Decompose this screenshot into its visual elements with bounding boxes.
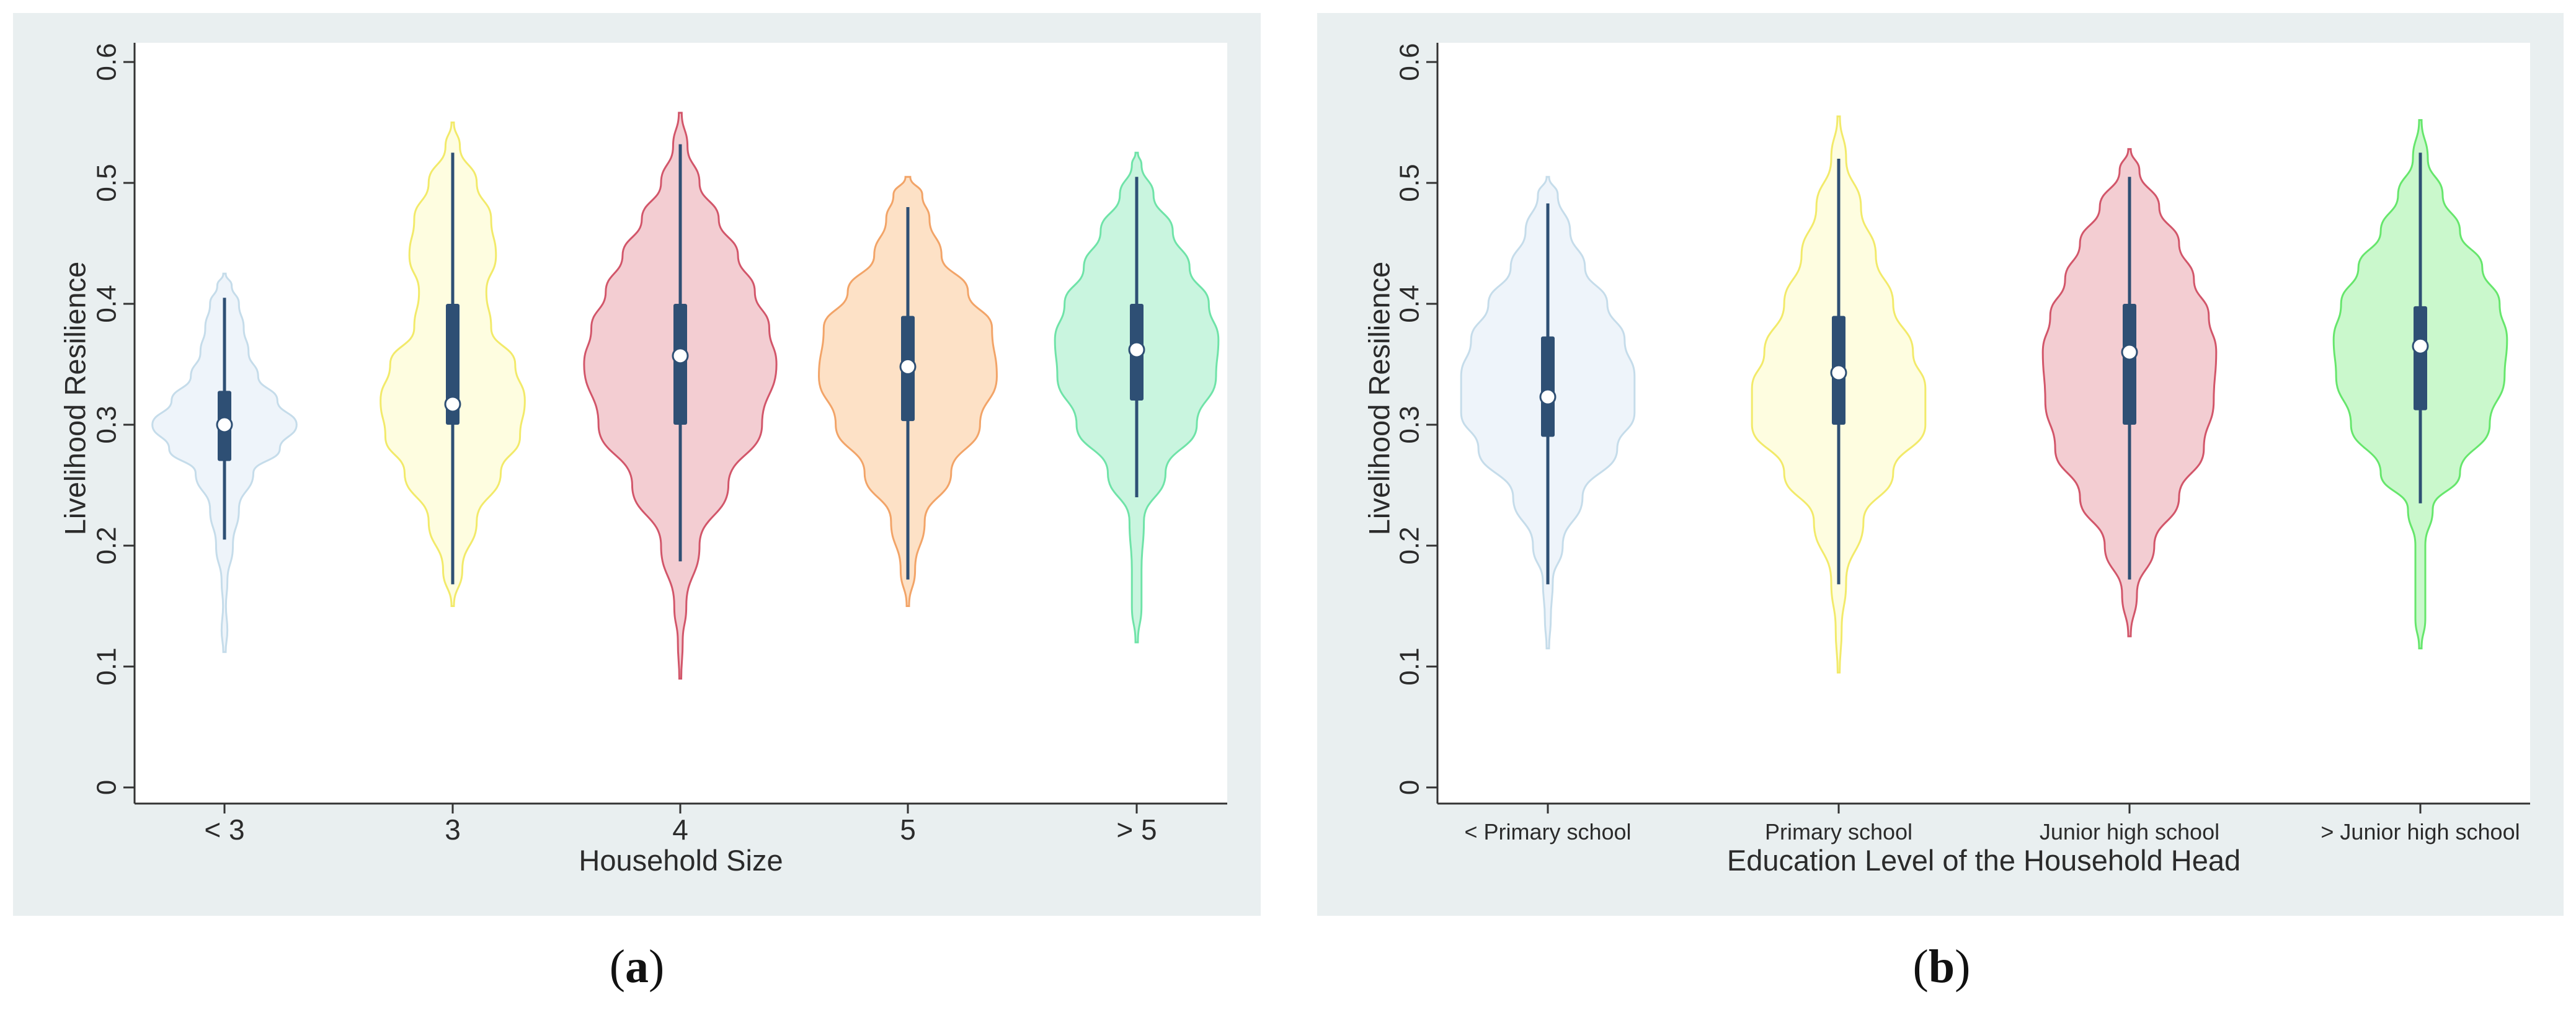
chart-panel-a: 0 0.1 0.2 0.3 0.4 0.5 0.6 Livelihood Resilience… [13,13,1261,916]
y-tick-label: 0.3 [1395,406,1425,443]
y-tick-label: 0 [1395,780,1425,795]
y-tick-label: 0 [92,780,122,795]
median-marker-a-3 [899,358,917,375]
median-marker-b-3 [2412,337,2429,355]
x-tick-label: Primary school [1765,819,1912,844]
median-marker-b-1 [1830,364,1847,381]
y-tick-label: 0.1 [1395,647,1425,685]
median-marker-a-4 [1128,341,1145,358]
median-marker-b-2 [2121,344,2138,361]
iqr-box-b-2 [2123,304,2136,425]
y-tick-label: 0.2 [92,526,122,564]
y-tick-label: 0.6 [1395,43,1425,81]
caption-letter-b: b [1928,941,1955,993]
median-marker-b-0 [1539,388,1557,406]
median-marker-a-0 [216,416,233,433]
median-marker-a-1 [444,396,461,413]
x-tick-label: > Junior high school [2321,819,2520,844]
x-axis-title: Household Size [579,844,783,877]
violin-chart-b: 0 0.1 0.2 0.3 0.4 0.5 0.6 Livelihood Resilience… [1362,43,2530,877]
caption-letter-a: a [625,941,649,993]
y-axis-title: Livelihood Resilience [58,262,91,536]
y-tick-label: 0.5 [1395,164,1425,202]
x-tick-label: 4 [672,813,688,846]
y-tick-label: 0.2 [1395,526,1425,564]
y-axis-title: Livelihood Resilience [1362,262,1395,536]
y-tick-label: 0.5 [92,164,122,202]
chart-panel-b: 0 0.1 0.2 0.3 0.4 0.5 0.6 Livelihood Resilience… [1317,13,2564,916]
y-tick-label: 0.4 [92,285,122,322]
caption-b: (b) [1912,941,1971,993]
median-marker-a-2 [672,347,689,365]
y-tick-label: 0.6 [92,43,122,81]
y-tick-label: 0.4 [1395,285,1425,322]
iqr-box-a-2 [673,304,687,425]
iqr-box-b-3 [2414,306,2427,410]
caption-a: (a) [609,941,665,993]
iqr-box-a-1 [446,304,460,425]
x-tick-label: < 3 [204,813,244,846]
y-tick-label: 0.3 [92,406,122,443]
x-tick-label: > 5 [1116,813,1157,846]
x-tick-label: 5 [900,813,916,846]
violin-chart-a: 0 0.1 0.2 0.3 0.4 0.5 0.6 Livelihood Resilience… [58,43,1227,877]
x-tick-label: < Primary school [1464,819,1631,844]
x-tick-label: 3 [445,813,461,846]
x-axis-title: Education Level of the Household Head [1727,844,2241,877]
iqr-box-b-0 [1541,336,1555,437]
x-tick-label: Junior high school [2040,819,2219,844]
y-tick-label: 0.1 [92,647,122,685]
